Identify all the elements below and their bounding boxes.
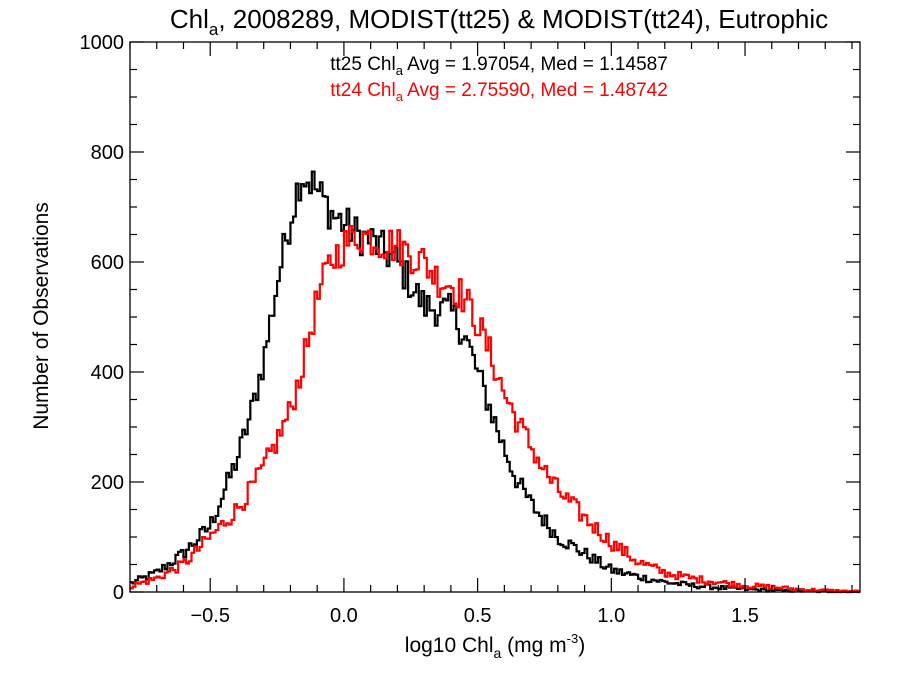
series-tt25-histogram <box>130 170 860 594</box>
x-axis-label-unit: (mg m <box>501 634 566 657</box>
stats-tt24: tt24 Chla Avg = 2.75590, Med = 1.48742 <box>330 80 668 104</box>
x-tick-label: 0.0 <box>330 605 358 627</box>
chart-title-subscript: a <box>209 20 219 39</box>
x-axis-label: log10 Chla (mg m-3) <box>405 631 585 661</box>
x-axis-label-subscript: a <box>494 645 502 661</box>
y-tick-label: 1000 <box>80 32 125 54</box>
stats-tt25-values: Avg = 1.97054, Med = 1.14587 <box>403 54 668 75</box>
y-tick-label: 0 <box>113 582 124 604</box>
y-tick-label: 400 <box>91 362 124 384</box>
y-tick-label: 600 <box>91 252 124 274</box>
plot-area: −0.5 0.0 0.5 1.0 1.5 0 200 400 600 800 1000 <box>80 32 861 627</box>
x-tick-label: 1.5 <box>731 605 759 627</box>
stats-tt24-subscript: a <box>396 89 404 104</box>
chart-title: Chla, 2008289, MODIST(tt25) & MODIST(tt2… <box>170 4 828 39</box>
x-axis-label-base: log10 Chl <box>405 634 494 657</box>
series-tt24-histogram <box>130 224 860 594</box>
stats-tt24-label: tt24 Chl <box>330 80 395 101</box>
x-tick-label: 1.0 <box>597 605 625 627</box>
x-axis-label-superscript: -3 <box>567 631 579 646</box>
x-tick-label: −0.5 <box>190 605 229 627</box>
stats-tt24-values: Avg = 2.75590, Med = 1.48742 <box>403 80 668 101</box>
stats-tt25-subscript: a <box>396 63 404 78</box>
stats-tt25-label: tt25 Chl <box>330 54 395 75</box>
chart-title-rest: , 2008289, MODIST(tt25) & MODIST(tt24), … <box>218 4 828 34</box>
y-axis-label: Number of Observations <box>30 202 53 430</box>
x-axis-label-close: ) <box>578 634 585 657</box>
stats-tt25: tt25 Chla Avg = 1.97054, Med = 1.14587 <box>330 54 668 78</box>
y-tick-label: 800 <box>91 142 124 164</box>
chart-title-base: Chl <box>170 4 209 34</box>
plot-frame <box>129 41 861 593</box>
x-tick-label: 0.5 <box>464 605 492 627</box>
y-tick-label: 200 <box>91 472 124 494</box>
